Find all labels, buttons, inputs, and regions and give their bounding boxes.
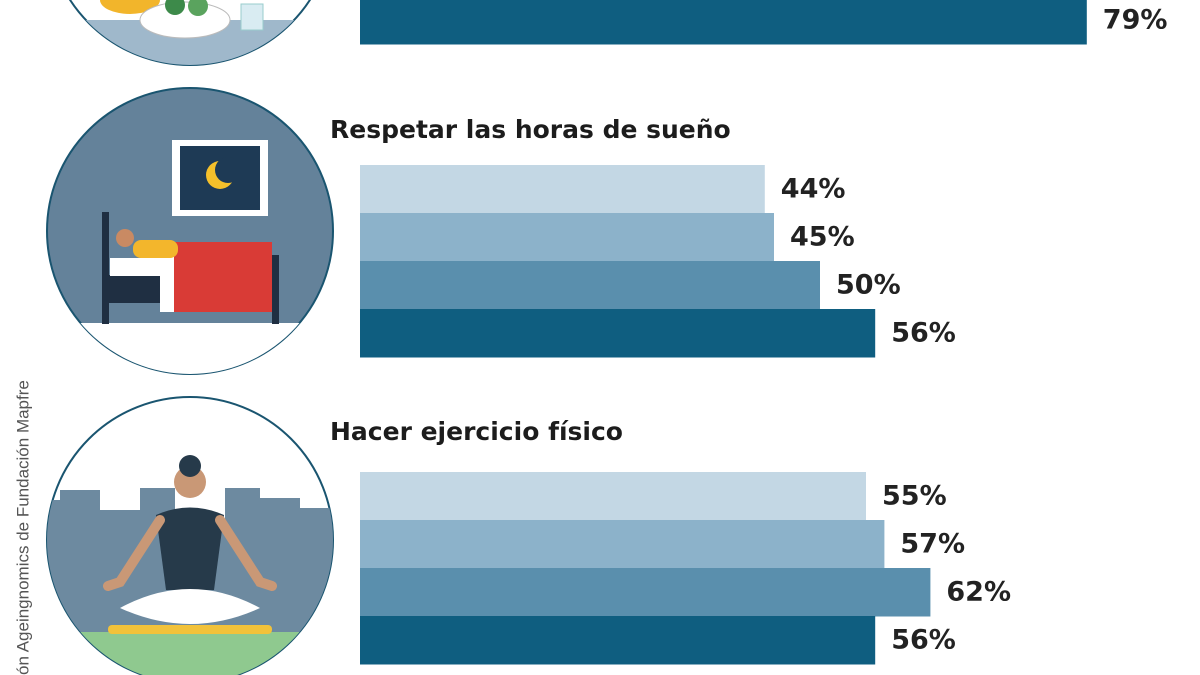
- bar: [360, 472, 866, 521]
- value-label: 57%: [900, 529, 965, 560]
- bar: [360, 568, 931, 617]
- bar: [360, 520, 885, 569]
- illustration-sleep: [46, 87, 334, 375]
- value-label: 50%: [836, 270, 901, 301]
- value-label: 45%: [790, 222, 855, 253]
- value-label: 55%: [882, 481, 947, 512]
- bar: [360, 309, 876, 358]
- value-label: 56%: [891, 625, 956, 656]
- illustration-food: [47, 0, 333, 66]
- bar: [360, 165, 765, 214]
- illustration-exercise: [46, 396, 334, 675]
- source: ón Ageingnomics de Fundación Mapfre: [13, 380, 32, 675]
- value-label: 56%: [891, 318, 956, 349]
- value-label: 79%: [1103, 5, 1168, 36]
- group-title: Respetar las horas de sueño: [330, 115, 731, 144]
- bar: [360, 0, 1087, 45]
- bar: [360, 261, 820, 310]
- value-label: 44%: [781, 174, 846, 205]
- bar: [360, 616, 876, 665]
- group-title: Hacer ejercicio físico: [330, 417, 623, 446]
- bar: [360, 213, 774, 262]
- value-label: 62%: [946, 577, 1011, 608]
